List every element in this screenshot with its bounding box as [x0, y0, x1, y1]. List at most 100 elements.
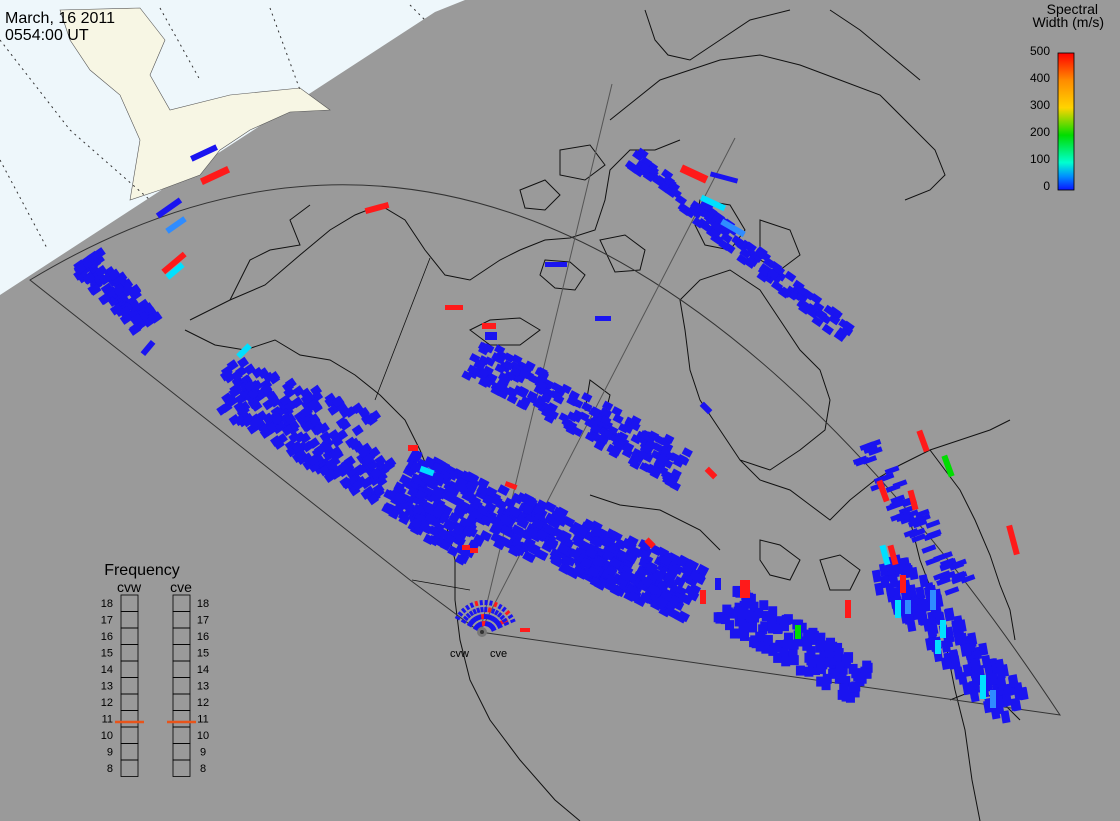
echo-cell — [509, 366, 522, 377]
echo-cell — [559, 555, 573, 568]
echo-cell — [113, 274, 126, 288]
date-label: March, 16 2011 — [5, 10, 115, 27]
echo-cell — [466, 622, 473, 628]
echo-cell — [699, 401, 713, 415]
echo-cell — [520, 628, 530, 632]
echo-cell — [99, 273, 112, 286]
echo-cell — [729, 628, 739, 639]
echo-cell — [673, 575, 686, 588]
terminator-lines — [0, 4, 426, 251]
frequency-tick-left: 16 — [101, 631, 113, 643]
echo-cell — [589, 424, 602, 435]
frequency-tick-right: 12 — [197, 697, 209, 709]
frequency-tick-right: 16 — [197, 631, 209, 643]
echo-cell — [779, 286, 792, 298]
echo-cell — [639, 156, 653, 168]
echo-cell — [409, 450, 423, 463]
echo-cell — [685, 575, 699, 588]
echo-cell — [681, 447, 693, 458]
echo-cell — [918, 574, 929, 588]
echo-cell — [659, 554, 673, 567]
echo-cell — [466, 526, 478, 538]
echo-cell — [749, 601, 759, 612]
echo-cell — [949, 650, 960, 664]
echo-cell — [825, 640, 835, 651]
echo-cell — [535, 528, 549, 541]
echo-cell — [270, 435, 282, 447]
echo-cell — [549, 389, 561, 401]
echo-cell — [944, 607, 955, 621]
echo-cell — [838, 318, 851, 331]
echo-cell — [482, 323, 496, 329]
echo-cell — [940, 656, 951, 670]
echo-cell — [516, 492, 530, 504]
frequency-tick-left: 12 — [101, 697, 113, 709]
frequency-tick-right: 8 — [200, 763, 206, 775]
colorbar-tick-200: 200 — [1030, 125, 1050, 139]
echo-cell — [364, 201, 390, 215]
echo-cell — [617, 431, 629, 442]
echo-cell — [462, 545, 470, 550]
echo-cell — [268, 371, 281, 383]
echo-cell — [670, 468, 682, 479]
echo-cell — [273, 418, 286, 431]
echo-cell — [908, 528, 924, 539]
echo-cell — [501, 617, 508, 624]
echo-cell — [732, 586, 742, 597]
echo-cell — [472, 608, 478, 615]
echo-cell — [355, 464, 368, 476]
echo-cell — [536, 380, 548, 391]
echo-cell — [761, 643, 771, 654]
echo-cell — [465, 612, 472, 619]
echo-cell — [638, 591, 652, 604]
echo-cell — [750, 251, 764, 263]
echo-cell — [448, 512, 461, 524]
colorbar-title-line2: Width (m/s) — [1032, 14, 1104, 30]
echo-cell — [269, 395, 282, 408]
echo-cell — [318, 464, 331, 477]
echo-cell — [627, 456, 639, 468]
echo-cell — [821, 323, 834, 336]
echo-cell — [737, 616, 747, 627]
frequency-panel: Frequency cvw cve 18 18 17 17 16 16 15 15 14 14 13… — [101, 562, 209, 777]
echo-cell — [683, 206, 696, 219]
echo-cell — [612, 413, 624, 425]
echo-cell — [718, 225, 731, 238]
echo-cell — [700, 590, 706, 604]
spectral-width-colorbar: Spectral Width (m/s) 500 400 300 200 100… — [1030, 1, 1104, 193]
echo-cell — [190, 144, 218, 162]
echo-cell — [443, 520, 456, 532]
echo-cell — [288, 431, 301, 444]
echo-cell — [657, 453, 669, 465]
echo-cell — [878, 563, 889, 577]
echo-cell — [272, 438, 285, 450]
echo-cell — [478, 344, 490, 356]
echo-cell — [652, 570, 665, 583]
echo-cell — [228, 386, 241, 399]
echo-cell — [587, 566, 600, 578]
frequency-cell-cvw — [120, 726, 139, 744]
echo-cell — [845, 600, 851, 618]
echo-cell — [76, 271, 90, 284]
echo-cell — [431, 486, 445, 498]
echo-cell — [990, 706, 1001, 720]
frequency-cell-cvw — [120, 611, 139, 629]
echo-cell — [642, 170, 655, 183]
frequency-cell-cve — [172, 743, 191, 761]
echo-cell — [484, 599, 488, 606]
echo-cell — [479, 374, 491, 385]
radar-echoes — [73, 144, 1029, 724]
echo-cell — [323, 468, 336, 480]
echo-cell — [329, 449, 341, 462]
echo-cell — [457, 611, 464, 617]
echo-cell — [921, 544, 937, 554]
echo-cell — [925, 519, 941, 529]
echo-cell — [862, 660, 872, 671]
echo-cell — [784, 270, 797, 283]
echo-cell — [951, 574, 967, 585]
echo-cell — [748, 622, 758, 633]
echo-cell — [452, 524, 465, 536]
echo-cell — [237, 356, 250, 369]
echo-cell — [990, 690, 996, 708]
echo-cell — [479, 530, 492, 542]
